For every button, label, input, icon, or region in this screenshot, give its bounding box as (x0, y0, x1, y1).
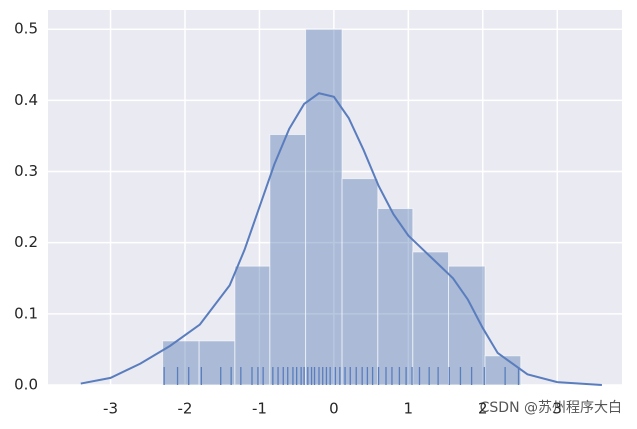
bar (162, 340, 200, 386)
y-tick-label: 0.4 (14, 91, 38, 109)
y-tick-label: 0.1 (14, 304, 38, 322)
y-tick-label: 0.2 (14, 233, 38, 251)
y-tick-label: 0.3 (14, 162, 38, 180)
x-tick-label: -3 (103, 400, 118, 418)
y-tick-label: 0.0 (14, 376, 38, 394)
plot-area (48, 10, 622, 385)
x-tick-label: 1 (404, 400, 414, 418)
watermark: CSDN @苏州程序大白 (480, 400, 622, 416)
x-tick-label: 2 (478, 400, 488, 418)
bar (341, 178, 379, 386)
bar (412, 251, 450, 386)
bar (305, 28, 343, 386)
x-tick-label: -2 (178, 400, 193, 418)
kde-line (80, 92, 602, 386)
bar (269, 134, 307, 386)
x-tick-label: -1 (252, 400, 267, 418)
bar (484, 355, 522, 386)
x-tick-label: 0 (329, 400, 339, 418)
y-tick-label: 0.5 (14, 20, 38, 38)
bar (377, 208, 414, 386)
x-tick-label: 3 (552, 400, 562, 418)
bar (448, 265, 486, 386)
bar (198, 340, 236, 386)
